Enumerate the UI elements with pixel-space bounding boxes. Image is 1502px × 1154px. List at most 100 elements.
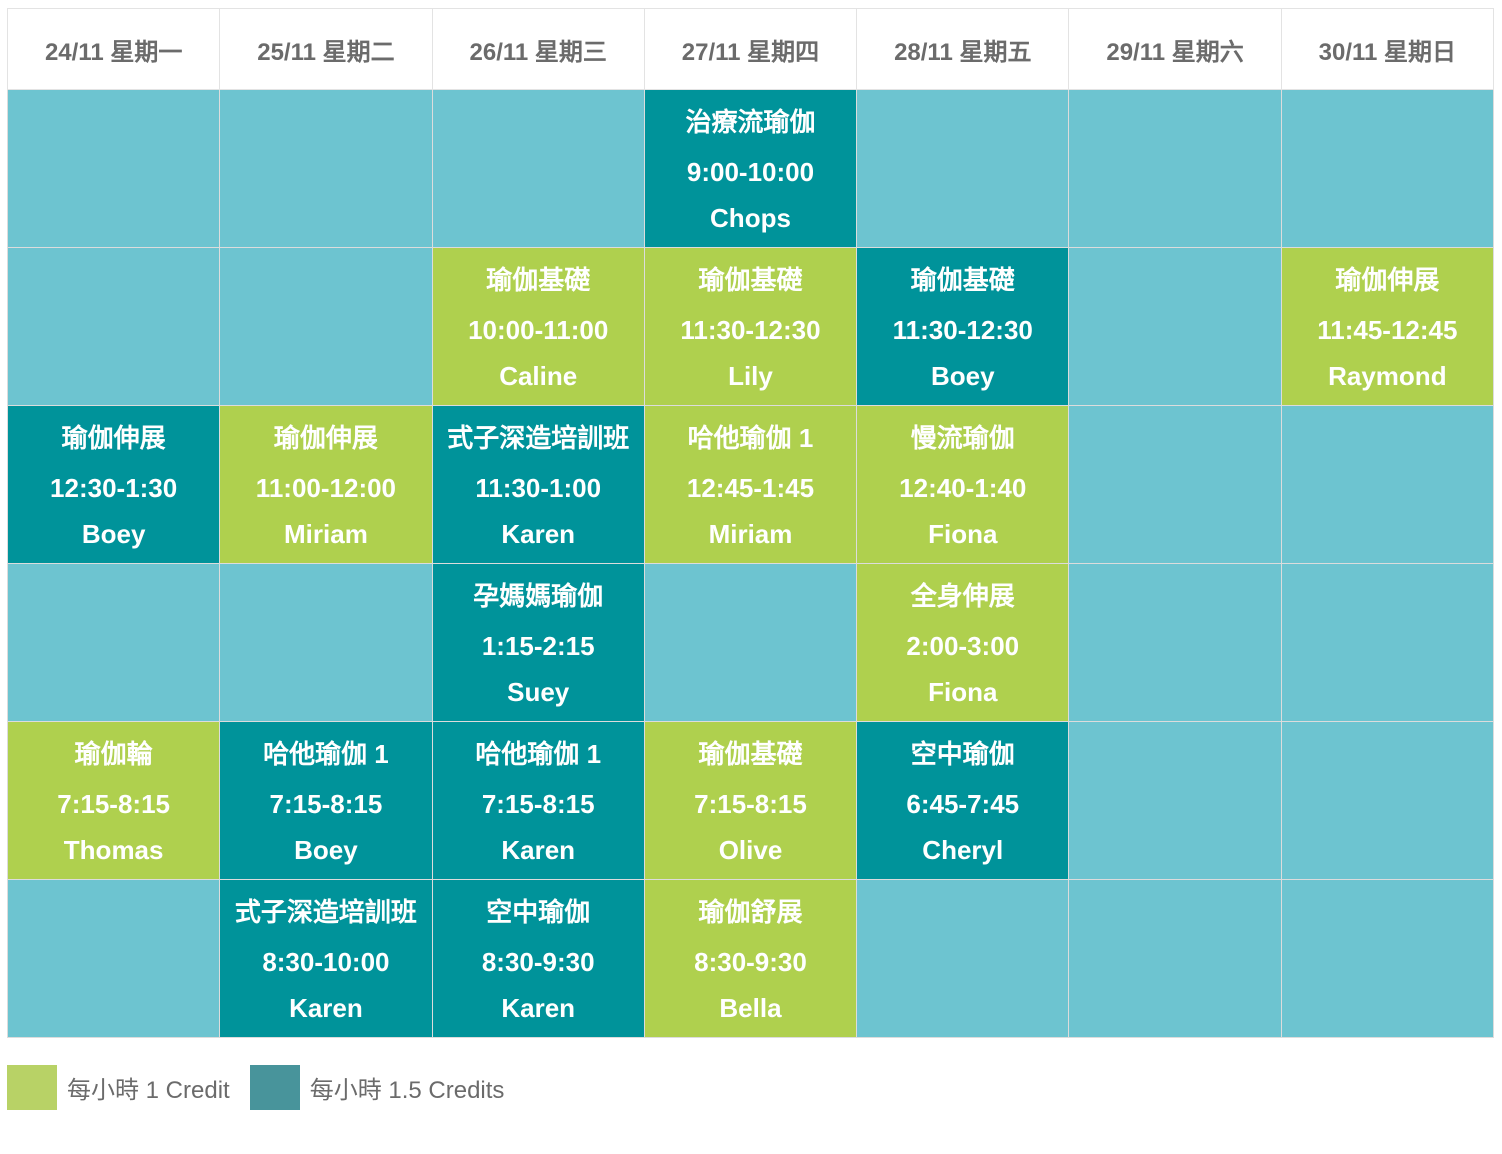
class-cell[interactable]: 孕媽媽瑜伽 1:15-2:15 Suey	[431, 563, 645, 722]
empty-slot	[643, 563, 858, 722]
class-cell[interactable]: 哈他瑜伽 1 7:15-8:15 Karen	[431, 721, 645, 880]
class-time: 7:15-8:15	[481, 789, 595, 819]
class-title: 慢流瑜伽	[910, 423, 1015, 453]
class-title: 瑜伽基礎	[698, 265, 803, 295]
class-teacher: Boey	[930, 361, 995, 391]
class-title: 式子深造培訓班	[234, 897, 417, 927]
class-teacher: Karen	[501, 993, 576, 1023]
class-title: 瑜伽基礎	[910, 265, 1015, 295]
class-teacher: Karen	[501, 519, 576, 549]
day-header: 25/11 星期二	[219, 8, 433, 90]
class-cell[interactable]: 式子深造培訓班 11:30-1:00 Karen	[431, 405, 645, 564]
class-teacher: Fiona	[928, 677, 998, 707]
class-title: 哈他瑜伽 1	[475, 739, 602, 769]
class-teacher: Olive	[718, 835, 783, 865]
time-slot-row: 瑜伽伸展 12:30-1:30 Boey 瑜伽伸展 11:00-12:00 Miriam 式…	[6, 405, 1495, 564]
legend-swatch-1-5-credits	[249, 1065, 300, 1110]
class-teacher: Karen	[289, 993, 363, 1023]
class-teacher: Caline	[499, 361, 578, 391]
empty-slot	[6, 247, 221, 406]
class-cell[interactable]: 瑜伽舒展 8:30-9:30 Bella	[643, 879, 858, 1038]
time-slot-row: 式子深造培訓班 8:30-10:00 Karen 空中瑜伽 8:30-9:30 Karen…	[6, 879, 1495, 1038]
class-cell[interactable]: 瑜伽基礎 7:15-8:15 Olive	[643, 721, 858, 880]
legend-label-1-5-credits: 每小時 1.5 Credits	[309, 1077, 505, 1104]
class-title: 空中瑜伽	[910, 739, 1015, 769]
class-cell[interactable]: 瑜伽伸展 11:45-12:45 Raymond	[1280, 247, 1495, 406]
time-slot-row: 瑜伽輪 7:15-8:15 Thomas 哈他瑜伽 1 7:15-8:15 Boey 哈他瑜…	[6, 721, 1495, 880]
class-cell[interactable]: 空中瑜伽 8:30-9:30 Karen	[431, 879, 645, 1038]
class-cell[interactable]: 瑜伽輪 7:15-8:15 Thomas	[6, 721, 221, 880]
class-title: 瑜伽基礎	[698, 739, 803, 769]
class-time: 7:15-8:15	[57, 789, 170, 819]
class-teacher: Lily	[728, 361, 773, 391]
empty-slot	[1280, 89, 1495, 248]
class-time: 2:00-3:00	[906, 631, 1020, 661]
class-time: 11:00-12:00	[255, 473, 397, 503]
class-cell[interactable]: 全身伸展 2:00-3:00 Fiona	[856, 563, 1070, 722]
class-title: 瑜伽伸展	[61, 423, 166, 453]
legend-label-1-credit: 每小時 1 Credit	[67, 1077, 230, 1104]
empty-slot	[1068, 563, 1282, 722]
day-header: 24/11 星期一	[6, 8, 221, 90]
class-time: 12:45-1:45	[686, 473, 815, 503]
class-title: 式子深造培訓班	[447, 423, 630, 453]
day-header: 27/11 星期四	[643, 8, 858, 90]
class-cell[interactable]: 瑜伽伸展 12:30-1:30 Boey	[6, 405, 221, 564]
class-teacher: Suey	[507, 677, 570, 707]
header-row: 24/11 星期一 25/11 星期二 26/11 星期三 27/11 星期四 28/1…	[6, 8, 1495, 90]
class-cell[interactable]: 瑜伽基礎 10:00-11:00 Caline	[431, 247, 645, 406]
class-title: 哈他瑜伽 1	[263, 739, 389, 769]
class-cell[interactable]: 瑜伽基礎 11:30-12:30 Boey	[856, 247, 1070, 406]
class-cell[interactable]: 慢流瑜伽 12:40-1:40 Fiona	[856, 405, 1070, 564]
class-title: 全身伸展	[910, 581, 1015, 611]
class-teacher: Bella	[719, 993, 782, 1023]
class-time: 11:30-12:30	[892, 315, 1033, 345]
class-teacher: Miriam	[708, 519, 793, 549]
class-title: 瑜伽伸展	[273, 423, 378, 453]
class-title: 治療流瑜伽	[685, 107, 816, 137]
empty-slot	[6, 879, 221, 1038]
class-cell[interactable]: 哈他瑜伽 1 12:45-1:45 Miriam	[643, 405, 858, 564]
empty-slot	[1068, 721, 1282, 880]
class-title: 瑜伽伸展	[1335, 265, 1440, 295]
class-title: 瑜伽輪	[74, 739, 153, 769]
class-title: 哈他瑜伽 1	[687, 423, 814, 453]
day-header: 30/11 星期日	[1280, 8, 1495, 90]
empty-slot	[1280, 563, 1495, 722]
empty-slot	[431, 89, 645, 248]
class-time: 8:30-9:30	[481, 947, 595, 977]
class-title: 孕媽媽瑜伽	[473, 581, 604, 611]
class-teacher: Thomas	[63, 835, 164, 865]
empty-slot	[1280, 405, 1495, 564]
class-time: 11:45-12:45	[1317, 315, 1458, 345]
class-time: 11:30-12:30	[680, 315, 821, 345]
class-time: 11:30-1:00	[475, 473, 602, 503]
class-time: 10:00-11:00	[468, 315, 609, 345]
day-header: 26/11 星期三	[431, 8, 645, 90]
class-time: 12:30-1:30	[50, 473, 178, 503]
time-slot-row: 孕媽媽瑜伽 1:15-2:15 Suey 全身伸展 2:00-3:00 Fiona	[6, 563, 1495, 722]
class-teacher: Boey	[294, 835, 358, 865]
class-cell[interactable]: 式子深造培訓班 8:30-10:00 Karen	[219, 879, 433, 1038]
empty-slot	[6, 563, 221, 722]
class-time: 6:45-7:45	[906, 789, 1020, 819]
class-time: 7:15-8:15	[694, 789, 807, 819]
empty-slot	[1068, 405, 1282, 564]
class-cell[interactable]: 瑜伽伸展 11:00-12:00 Miriam	[219, 405, 433, 564]
class-cell[interactable]: 治療流瑜伽 9:00-10:00 Chops	[643, 89, 858, 248]
class-time: 8:30-10:00	[262, 947, 390, 977]
empty-slot	[856, 879, 1070, 1038]
day-header: 29/11 星期六	[1068, 8, 1282, 90]
class-title: 空中瑜伽	[486, 897, 591, 927]
time-slot-row: 瑜伽基礎 10:00-11:00 Caline 瑜伽基礎 11:30-12:30 Lily…	[6, 247, 1495, 406]
legend: 每小時 1 Credit 每小時 1.5 Credits	[7, 1065, 524, 1110]
class-title: 瑜伽基礎	[486, 265, 591, 295]
class-cell[interactable]: 瑜伽基礎 11:30-12:30 Lily	[643, 247, 858, 406]
class-teacher: Miriam	[284, 519, 368, 549]
day-header: 28/11 星期五	[856, 8, 1070, 90]
class-time: 9:00-10:00	[686, 157, 815, 187]
class-time: 12:40-1:40	[899, 473, 1027, 503]
class-cell[interactable]: 哈他瑜伽 1 7:15-8:15 Boey	[219, 721, 433, 880]
class-cell[interactable]: 空中瑜伽 6:45-7:45 Cheryl	[856, 721, 1070, 880]
class-time: 1:15-2:15	[481, 631, 595, 661]
